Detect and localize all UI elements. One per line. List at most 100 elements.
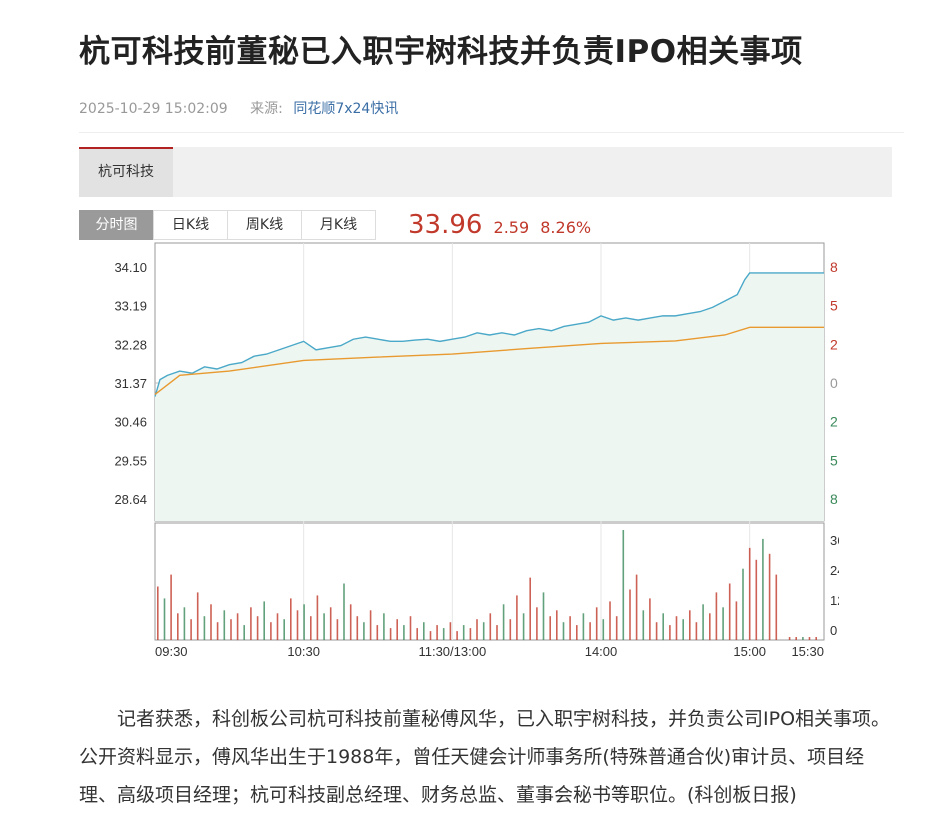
volume-bar: [270, 622, 272, 640]
intraday-chart[interactable]: 34.10 8.70% 33.19 5.80% 32.28 2.90% 31.37 0.00%…: [79, 240, 839, 660]
volume-bar: [310, 616, 312, 640]
volume-bar: [768, 553, 771, 640]
price-tick-label: 31.37: [114, 376, 147, 391]
volume-bar: [210, 604, 212, 640]
article-body: 记者获悉，科创板公司杭可科技前董秘傅风华，已入职宇树科技，并负责公司IPO相关事…: [79, 708, 891, 806]
tab-weekly-k[interactable]: 周K线: [227, 210, 302, 240]
volume-bar: [595, 607, 598, 640]
tab-intraday[interactable]: 分时图: [79, 210, 154, 240]
volume-bar: [728, 583, 731, 640]
volume-bar: [496, 625, 498, 640]
volume-bar: [762, 538, 764, 640]
volume-bar: [662, 613, 664, 641]
volume-bar: [609, 601, 611, 640]
volume-bar: [735, 601, 738, 640]
time-tick-label: 11:30/13:00: [418, 644, 486, 659]
time-tick-label: 15:00: [733, 644, 766, 659]
volume-bar: [516, 595, 518, 640]
volume-tick-label: 24万: [830, 563, 839, 578]
price-area: [155, 272, 824, 521]
volume-bar: [695, 622, 698, 640]
volume-bar: [163, 598, 166, 640]
source-label: 来源:: [250, 101, 283, 117]
volume-bar: [243, 625, 245, 640]
publish-datetime: 2025-10-29 15:02:09: [79, 101, 228, 117]
volume-bar: [236, 613, 239, 641]
volume-bar: [489, 613, 492, 641]
volume-bar: [629, 589, 631, 640]
volume-bar: [449, 622, 452, 640]
volume-bar: [303, 604, 305, 640]
volume-bar: [329, 607, 332, 640]
volume-bar: [562, 622, 565, 640]
volume-bar: [416, 628, 418, 640]
volume-bar: [602, 619, 605, 640]
price-tick-label: 29.55: [114, 453, 147, 468]
volume-bar: [536, 607, 538, 640]
avg-price-line: [154, 326, 824, 396]
volume-bar: [469, 628, 472, 640]
volume-bar: [403, 625, 405, 640]
volume-bar: [316, 595, 319, 640]
pct-tick-label: 2.90%: [830, 414, 839, 430]
volume-bar: [808, 637, 811, 640]
volume-bar: [542, 592, 545, 640]
volume-bar: [183, 607, 186, 640]
volume-bar: [190, 619, 192, 640]
volume-bar: [748, 547, 751, 640]
stock-tab-hangke[interactable]: 杭可科技: [79, 147, 173, 197]
volume-bar: [655, 622, 658, 640]
volume-bar: [290, 598, 292, 640]
volume-bar: [177, 613, 179, 641]
stock-tab-bar: 杭可科技: [79, 147, 892, 197]
chart-tabs: 分时图 日K线 周K线 月K线: [79, 210, 376, 240]
volume-bar: [157, 586, 159, 640]
article-meta: 2025-10-29 15:02:09 来源: 同花顺7x24快讯: [79, 98, 398, 118]
volume-bar: [409, 616, 412, 640]
volume-bar: [356, 616, 359, 640]
volume-bar: [436, 625, 438, 640]
divider: [79, 132, 904, 133]
volume-bar: [296, 610, 299, 640]
volume-bar: [582, 613, 585, 641]
volume-bar: [276, 613, 279, 641]
volume-bar: [263, 601, 265, 640]
quote-price: 33.96: [408, 210, 483, 240]
volume-bar: [423, 622, 425, 640]
volume-bar: [689, 610, 691, 640]
volume-bar: [615, 616, 618, 640]
volume-bar: [476, 619, 478, 640]
volume-bar: [802, 637, 804, 640]
volume-bar: [283, 619, 285, 640]
volume-bar: [336, 619, 339, 640]
volume-bar: [502, 604, 505, 640]
pct-tick-label: 5.80%: [830, 298, 839, 314]
volume-bar: [622, 530, 625, 640]
volume-bar: [170, 574, 172, 640]
volume-bar: [442, 628, 445, 640]
quote-change: 2.59: [493, 218, 530, 237]
volume-bar: [376, 625, 379, 640]
volume-bar: [482, 622, 485, 640]
volume-bar: [369, 610, 372, 640]
volume-bar: [549, 616, 551, 640]
volume-bar: [669, 625, 671, 640]
volume-bar: [529, 577, 531, 640]
volume-bar: [456, 631, 458, 640]
volume-bar: [788, 637, 791, 640]
volume-tick-label: 12万: [830, 593, 839, 608]
volume-bar: [589, 622, 591, 640]
volume-bar: [722, 607, 724, 640]
pct-tick-label: 8.70%: [830, 491, 839, 507]
volume-bar: [203, 616, 206, 640]
volume-bar: [649, 598, 651, 640]
tab-daily-k[interactable]: 日K线: [153, 210, 228, 240]
source-link[interactable]: 同花顺7x24快讯: [293, 101, 399, 117]
volume-bar: [256, 616, 259, 640]
pct-tick-label: 2.90%: [830, 336, 839, 352]
quote: 33.96 2.59 8.26%: [408, 210, 591, 240]
price-tick-label: 32.28: [114, 337, 147, 352]
volume-bar: [675, 616, 678, 640]
volume-bar: [569, 616, 571, 640]
tab-monthly-k[interactable]: 月K线: [301, 210, 376, 240]
